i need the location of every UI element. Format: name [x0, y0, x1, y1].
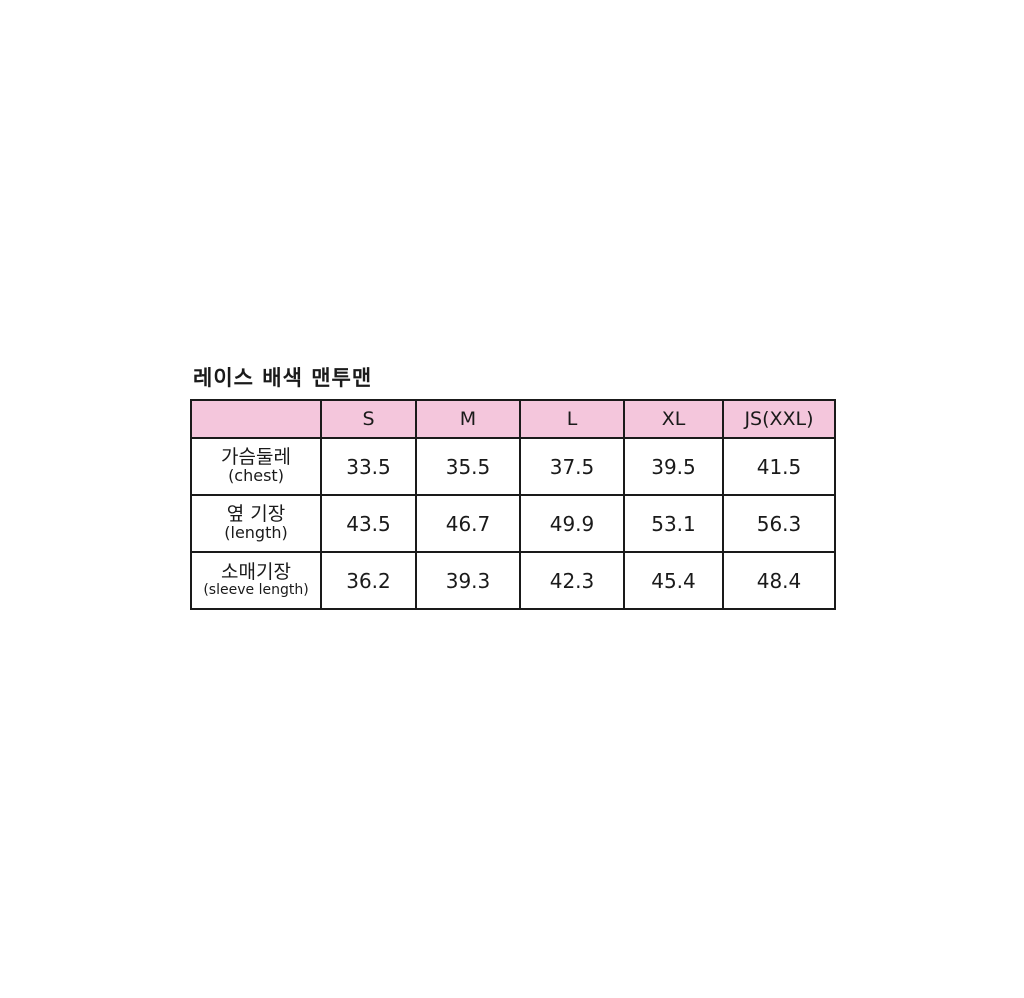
row-label: 가슴둘레 (chest)	[190, 437, 322, 496]
value-cell: 36.2	[320, 551, 417, 610]
row-label-ko: 옆 기장	[226, 503, 286, 526]
header-row: S M L XL JS(XXL)	[190, 399, 836, 439]
value-cell: 33.5	[320, 437, 417, 496]
row-label-en: (length)	[224, 523, 288, 543]
value-cell: 45.4	[623, 551, 724, 610]
header-cell: L	[519, 399, 625, 439]
table-row: 가슴둘레 (chest) 33.5 35.5 37.5 39.5 41.5	[190, 437, 836, 496]
header-cell: M	[415, 399, 521, 439]
size-chart-table: S M L XL JS(XXL) 가슴둘레 (chest) 33.5 35.5 3…	[190, 399, 836, 610]
value-cell: 39.5	[623, 437, 724, 496]
value-cell: 46.7	[415, 494, 521, 553]
value-cell: 41.5	[722, 437, 836, 496]
value-cell: 37.5	[519, 437, 625, 496]
row-label-en: (chest)	[228, 466, 284, 486]
row-label: 소매기장 (sleeve length)	[190, 551, 322, 610]
header-cell: XL	[623, 399, 724, 439]
header-cell: S	[320, 399, 417, 439]
value-cell: 39.3	[415, 551, 521, 610]
page-title: 레이스 배색 맨투맨	[193, 366, 373, 390]
table-row: 소매기장 (sleeve length) 36.2 39.3 42.3 45.4 …	[190, 551, 836, 610]
row-label: 옆 기장 (length)	[190, 494, 322, 553]
header-cell: JS(XXL)	[722, 399, 836, 439]
value-cell: 42.3	[519, 551, 625, 610]
row-label-ko: 소매기장	[221, 561, 291, 584]
value-cell: 35.5	[415, 437, 521, 496]
row-label-en: (sleeve length)	[203, 582, 309, 599]
table-row: 옆 기장 (length) 43.5 46.7 49.9 53.1 56.3	[190, 494, 836, 553]
header-cell-empty	[190, 399, 322, 439]
value-cell: 48.4	[722, 551, 836, 610]
value-cell: 43.5	[320, 494, 417, 553]
row-label-ko: 가슴둘레	[221, 446, 291, 469]
value-cell: 49.9	[519, 494, 625, 553]
value-cell: 53.1	[623, 494, 724, 553]
value-cell: 56.3	[722, 494, 836, 553]
